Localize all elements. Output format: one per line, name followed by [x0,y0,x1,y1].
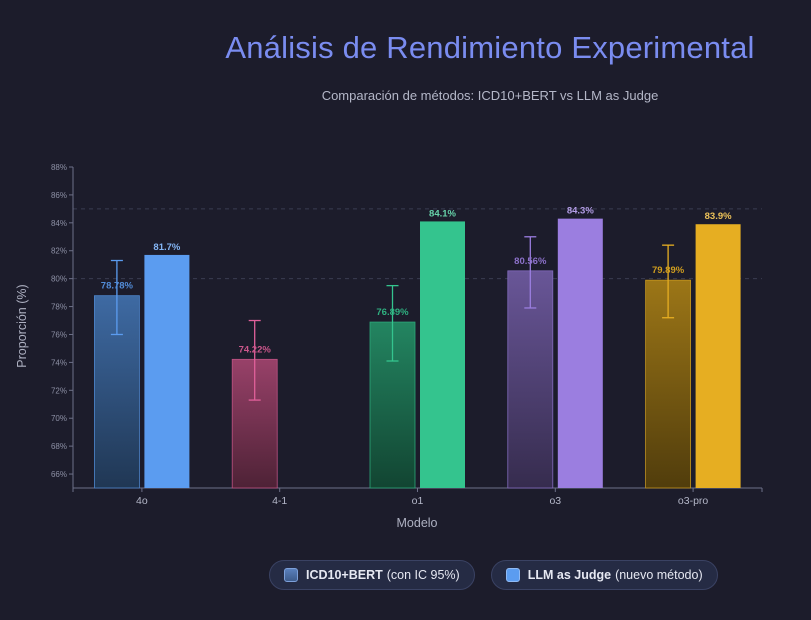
data-label: 80.56% [514,256,547,267]
bar-llm-as-judge [420,221,465,489]
x-tick-label: o3 [549,495,561,507]
y-tick-label: 74% [51,358,67,367]
y-tick-label: 88% [51,163,67,172]
y-tick-label: 66% [51,470,67,479]
bar-chart: 66% 68% 70% 72% 74% 76% 78% 80% 82% 84% 86% 88% 4o 4-… [15,163,763,530]
chart-subtitle: Comparación de métodos: ICD10+BERT vs LL… [321,88,659,103]
legend-swatch-llm-as-judge [505,568,520,582]
legend-item-icd10-bert[interactable]: ICD10+BERT (con IC 95%) [269,560,475,590]
data-label: 76.89% [376,307,409,318]
y-tick-label: 82% [51,247,67,256]
x-tick-label: o3-pro [678,495,709,507]
y-tick-label: 72% [51,386,67,395]
legend-note: (con IC 95%) [386,568,460,582]
y-tick-label: 80% [51,275,67,284]
x-tick-label: 4o [136,495,148,507]
y-tick-label: 68% [51,442,67,451]
x-tick-label: o1 [412,495,424,507]
bar-llm-as-judge [695,224,741,488]
legend-label: ICD10+BERT [306,568,383,582]
legend-label: LLM as Judge [527,568,612,582]
x-axis-title: Modelo [397,516,438,530]
y-axis-title: Proporción (%) [15,284,29,367]
x-tick-label: 4-1 [272,495,287,507]
bar-llm-as-judge [144,254,190,488]
data-label: 84.1% [429,208,456,219]
chart-title: Análisis de Rendimiento Experimental [225,30,755,65]
bar-layer: 78.78% 81.7% 74.22% 76.89% 84.1% 80.56% 84.3% 7… [94,206,741,489]
y-tick-label: 78% [51,303,67,312]
data-label: 84.3% [567,206,594,217]
y-tick-label: 76% [51,330,67,339]
data-label: 79.89% [652,265,685,276]
y-tick-label: 84% [51,219,67,228]
y-tick-label: 70% [51,414,67,423]
bar-llm-as-judge [557,218,603,488]
data-label: 81.7% [153,242,180,253]
data-label: 78.78% [101,281,134,292]
data-label: 83.9% [705,211,732,222]
y-tick-label: 86% [51,191,67,200]
legend: ICD10+BERT (con IC 95%) LLM as Judge (nu… [269,560,718,590]
legend-item-llm-as-judge[interactable]: LLM as Judge (nuevo método) [490,560,718,590]
data-label: 74.22% [239,344,272,355]
legend-swatch-icd10-bert [284,568,298,582]
legend-note: (nuevo método) [615,568,703,582]
